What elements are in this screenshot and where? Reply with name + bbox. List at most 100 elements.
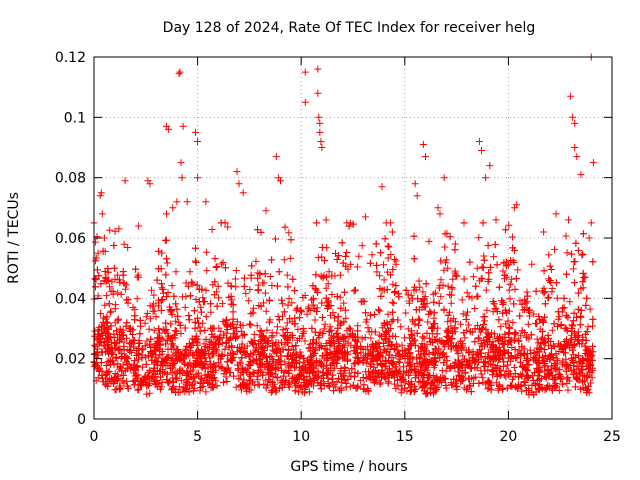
data-point — [573, 363, 581, 371]
data-point — [306, 388, 313, 396]
data-point — [316, 128, 324, 136]
data-point — [499, 267, 507, 275]
data-point — [172, 268, 180, 276]
data-point — [492, 216, 500, 224]
data-point — [408, 386, 415, 394]
data-point — [160, 289, 167, 297]
data-point — [120, 279, 128, 287]
data-point — [449, 329, 456, 337]
data-point — [250, 341, 258, 349]
data-point — [574, 305, 582, 313]
data-point — [106, 283, 114, 291]
data-point — [337, 304, 345, 312]
data-point — [91, 275, 99, 283]
data-point — [541, 313, 548, 321]
data-point — [432, 345, 440, 353]
data-point — [203, 248, 211, 256]
data-point — [211, 291, 218, 299]
data-point — [289, 373, 297, 381]
data-point — [204, 363, 212, 371]
data-point — [411, 374, 419, 382]
chart-title: Day 128 of 2024, Rate Of TEC Index for r… — [163, 20, 536, 36]
data-point — [532, 381, 540, 389]
data-point — [327, 339, 335, 347]
data-point — [509, 233, 516, 241]
data-point — [343, 249, 351, 256]
data-point — [149, 350, 157, 358]
data-point — [557, 321, 565, 329]
data-point — [569, 265, 577, 273]
data-point — [444, 282, 452, 290]
data-point — [361, 213, 369, 221]
data-point — [339, 334, 347, 342]
data-point — [142, 360, 150, 368]
data-point — [129, 377, 137, 385]
data-point — [382, 327, 390, 335]
data-point — [343, 348, 351, 356]
data-point — [272, 388, 280, 396]
data-point — [430, 298, 438, 306]
data-point — [447, 299, 455, 307]
data-point — [153, 276, 161, 284]
data-point — [388, 228, 396, 236]
data-point — [380, 319, 388, 327]
data-point — [273, 329, 281, 337]
data-point — [512, 275, 520, 282]
data-point — [150, 291, 158, 299]
data-point — [193, 338, 201, 346]
data-point — [207, 300, 215, 308]
data-point — [419, 359, 427, 366]
data-point — [582, 301, 590, 309]
data-point — [314, 65, 322, 73]
data-point — [381, 335, 389, 343]
data-point — [423, 340, 431, 348]
data-point — [173, 305, 181, 313]
data-point — [163, 337, 171, 345]
data-point — [102, 362, 110, 369]
data-point — [502, 226, 510, 234]
data-point — [521, 379, 529, 386]
data-point — [294, 325, 302, 333]
data-point — [484, 349, 492, 357]
data-point — [406, 350, 413, 358]
data-point — [341, 333, 349, 341]
data-point — [425, 334, 433, 342]
data-point — [173, 327, 181, 335]
data-point — [194, 174, 202, 182]
data-point — [238, 380, 246, 388]
data-point — [490, 253, 498, 261]
data-point — [333, 293, 341, 301]
data-point — [422, 153, 429, 161]
data-point — [517, 332, 525, 340]
data-point — [564, 374, 572, 381]
data-point — [574, 247, 582, 254]
data-point — [569, 346, 576, 354]
data-point — [400, 370, 407, 378]
data-point — [135, 337, 143, 344]
data-point — [233, 318, 241, 326]
data-point — [288, 299, 296, 307]
data-point — [197, 374, 205, 382]
data-point — [109, 378, 117, 385]
data-point — [162, 340, 170, 348]
data-point — [170, 292, 178, 300]
data-point — [495, 381, 503, 389]
data-point — [333, 378, 341, 386]
data-point — [340, 371, 348, 379]
data-point — [318, 299, 326, 307]
data-point — [136, 330, 144, 338]
data-point — [112, 353, 120, 361]
data-point — [223, 322, 231, 330]
data-point — [428, 324, 436, 332]
data-point — [436, 376, 444, 384]
data-point — [330, 364, 338, 372]
data-point — [333, 256, 341, 263]
data-point — [448, 284, 456, 292]
data-point — [498, 340, 506, 348]
data-point — [315, 344, 323, 352]
data-point — [342, 383, 350, 391]
data-point — [375, 339, 383, 347]
data-point — [294, 382, 302, 389]
data-point — [277, 177, 284, 185]
data-point — [489, 366, 497, 374]
